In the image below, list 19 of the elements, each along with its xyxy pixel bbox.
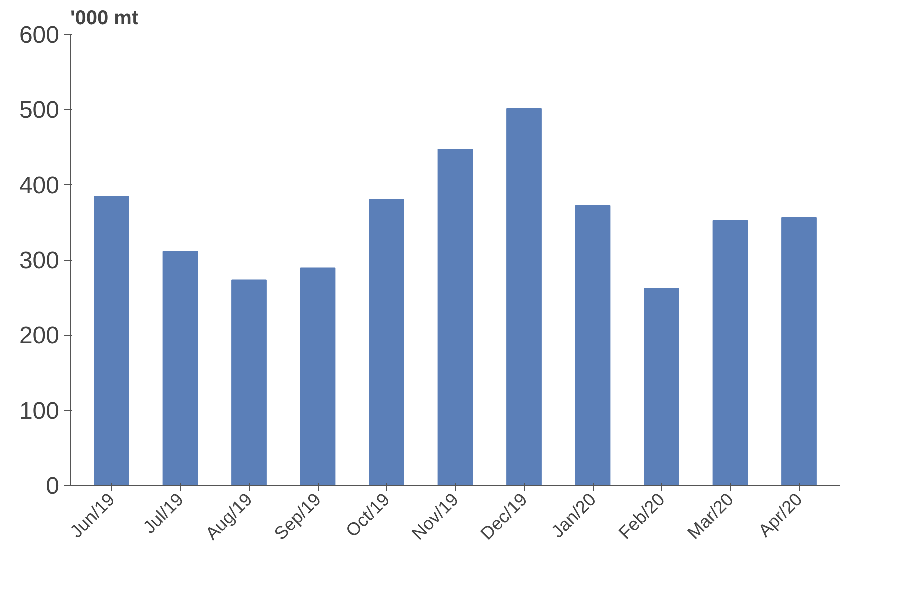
bar	[575, 205, 611, 486]
bar	[369, 199, 404, 486]
bar	[162, 251, 198, 486]
y-tick-label: 400	[19, 172, 60, 200]
bar	[644, 288, 680, 486]
y-tick-label: 500	[19, 97, 60, 124]
bar	[712, 220, 748, 486]
bar	[232, 280, 267, 486]
y-tick-label: 600	[19, 22, 60, 49]
y-tick-label: 0	[46, 473, 60, 500]
bar	[506, 108, 542, 486]
y-tick-label: 200	[19, 322, 60, 350]
bar	[94, 196, 130, 486]
y-axis-title: '000 mt	[70, 8, 139, 30]
bar	[438, 149, 474, 486]
y-tick-label: 300	[19, 248, 60, 274]
bar	[300, 268, 336, 486]
bar	[782, 217, 817, 486]
y-tick-label: 100	[19, 398, 60, 425]
